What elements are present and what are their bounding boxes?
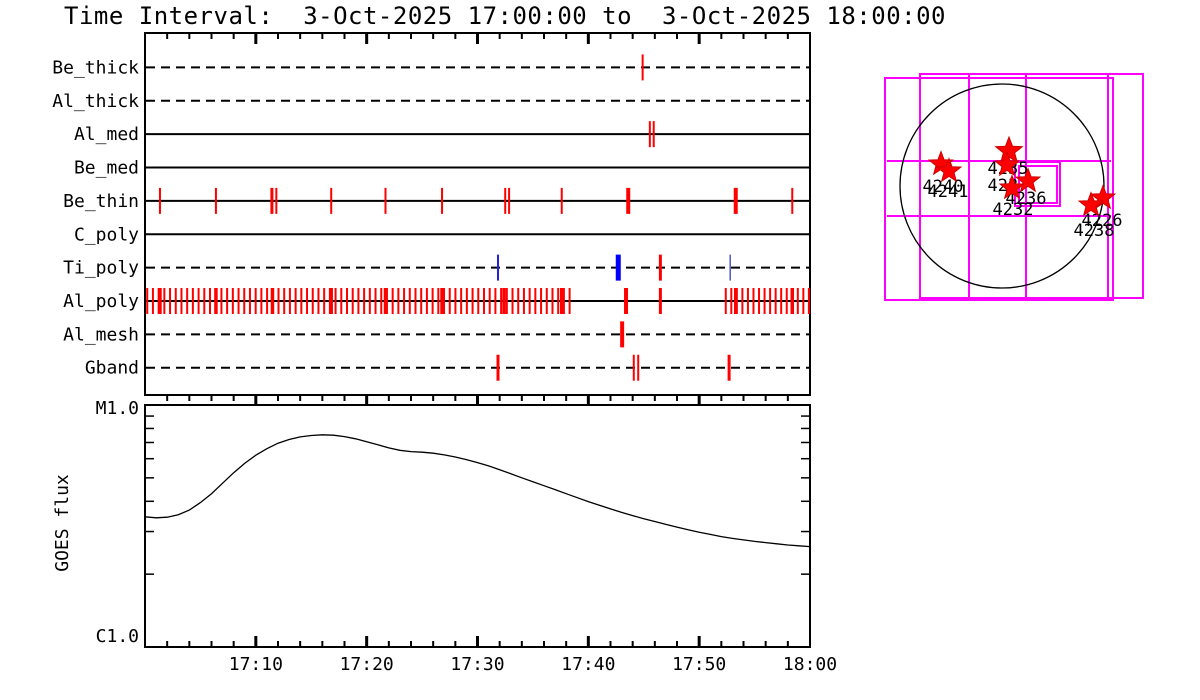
xrt-fov-box <box>884 77 1114 301</box>
row-label-Be_thin: Be_thin <box>63 191 139 212</box>
goes-xtick-label: 17:30 <box>450 654 504 675</box>
active-region-label: 4241 <box>928 182 969 202</box>
row-label-Ti_poly: Ti_poly <box>63 258 139 279</box>
active-region-label: 4226 <box>1082 211 1123 231</box>
timeline-panel-box <box>144 32 811 396</box>
active-region-label: 4232 <box>993 200 1034 220</box>
goes-ybottom-label: C1.0 <box>96 626 139 647</box>
goes-xtick-label: 17:40 <box>561 654 615 675</box>
goes-panel-box <box>144 404 811 648</box>
active-region-star <box>1089 184 1117 210</box>
row-label-Be_med: Be_med <box>74 158 139 179</box>
active-region-star <box>993 151 1021 177</box>
active-region-label: 4240 <box>923 177 964 197</box>
goes-xtick-label: 17:50 <box>672 654 726 675</box>
page-title: Time Interval: 3-Oct-2025 17:00:00 to 3-… <box>64 2 947 30</box>
active-region-label: 4238 <box>1074 221 1115 241</box>
goes-flux-curve <box>144 434 811 548</box>
row-label-C_poly: C_poly <box>74 224 139 245</box>
goes-ylabel: GOES flux <box>52 474 73 572</box>
row-label-Al_thick: Al_thick <box>52 91 139 112</box>
row-label-Al_med: Al_med <box>74 124 139 145</box>
goes-ytop-label: M1.0 <box>96 398 139 419</box>
xrt-fov-box <box>919 73 1144 299</box>
active-region-star <box>998 174 1026 200</box>
row-label-Al_poly: Al_poly <box>63 291 139 312</box>
row-label-Gband: Gband <box>85 358 139 379</box>
active-region-star <box>1014 167 1042 193</box>
goes-xtick-label: 18:00 <box>783 654 837 675</box>
goes-xtick-label: 17:20 <box>340 654 394 675</box>
solar-disk <box>899 83 1105 289</box>
row-label-Be_thick: Be_thick <box>52 57 139 78</box>
active-region-star <box>935 157 963 183</box>
goes-xtick-label: 17:10 <box>229 654 283 675</box>
row-label-Al_mesh: Al_mesh <box>63 324 139 345</box>
active-region-star <box>1077 191 1105 217</box>
